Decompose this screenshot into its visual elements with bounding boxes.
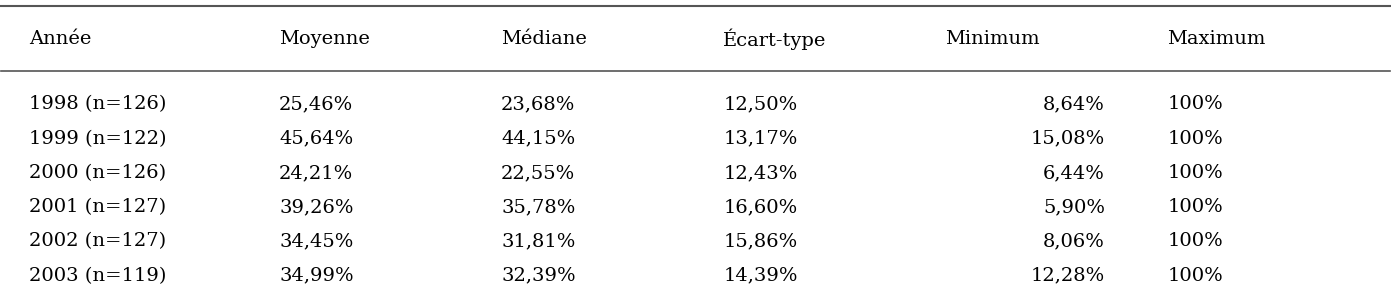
Text: 5,90%: 5,90% bbox=[1043, 198, 1104, 216]
Text: Médiane: Médiane bbox=[501, 30, 587, 48]
Text: 6,44%: 6,44% bbox=[1043, 164, 1104, 182]
Text: 100%: 100% bbox=[1167, 198, 1223, 216]
Text: Année: Année bbox=[29, 30, 92, 48]
Text: 35,78%: 35,78% bbox=[501, 198, 576, 216]
Text: 100%: 100% bbox=[1167, 232, 1223, 251]
Text: 2002 (n=127): 2002 (n=127) bbox=[29, 232, 167, 251]
Text: 34,45%: 34,45% bbox=[280, 232, 353, 251]
Text: 2000 (n=126): 2000 (n=126) bbox=[29, 164, 167, 182]
Text: Maximum: Maximum bbox=[1167, 30, 1266, 48]
Text: 31,81%: 31,81% bbox=[501, 232, 576, 251]
Text: 1998 (n=126): 1998 (n=126) bbox=[29, 96, 167, 113]
Text: 22,55%: 22,55% bbox=[501, 164, 576, 182]
Text: 32,39%: 32,39% bbox=[501, 267, 576, 285]
Text: 13,17%: 13,17% bbox=[723, 130, 797, 148]
Text: Écart-type: Écart-type bbox=[723, 28, 826, 50]
Text: 100%: 100% bbox=[1167, 267, 1223, 285]
Text: 23,68%: 23,68% bbox=[501, 96, 576, 113]
Text: 39,26%: 39,26% bbox=[280, 198, 353, 216]
Text: 14,39%: 14,39% bbox=[723, 267, 798, 285]
Text: 12,43%: 12,43% bbox=[723, 164, 797, 182]
Text: 2003 (n=119): 2003 (n=119) bbox=[29, 267, 167, 285]
Text: 100%: 100% bbox=[1167, 164, 1223, 182]
Text: 45,64%: 45,64% bbox=[280, 130, 353, 148]
Text: Minimum: Minimum bbox=[946, 30, 1040, 48]
Text: 8,64%: 8,64% bbox=[1043, 96, 1104, 113]
Text: 12,28%: 12,28% bbox=[1031, 267, 1104, 285]
Text: 15,08%: 15,08% bbox=[1031, 130, 1104, 148]
Text: 34,99%: 34,99% bbox=[280, 267, 353, 285]
Text: 25,46%: 25,46% bbox=[280, 96, 353, 113]
Text: 15,86%: 15,86% bbox=[723, 232, 797, 251]
Text: 100%: 100% bbox=[1167, 130, 1223, 148]
Text: 16,60%: 16,60% bbox=[723, 198, 797, 216]
Text: 100%: 100% bbox=[1167, 96, 1223, 113]
Text: 24,21%: 24,21% bbox=[280, 164, 353, 182]
Text: 1999 (n=122): 1999 (n=122) bbox=[29, 130, 167, 148]
Text: 12,50%: 12,50% bbox=[723, 96, 797, 113]
Text: 2001 (n=127): 2001 (n=127) bbox=[29, 198, 167, 216]
Text: Moyenne: Moyenne bbox=[280, 30, 370, 48]
Text: 8,06%: 8,06% bbox=[1043, 232, 1104, 251]
Text: 44,15%: 44,15% bbox=[501, 130, 576, 148]
